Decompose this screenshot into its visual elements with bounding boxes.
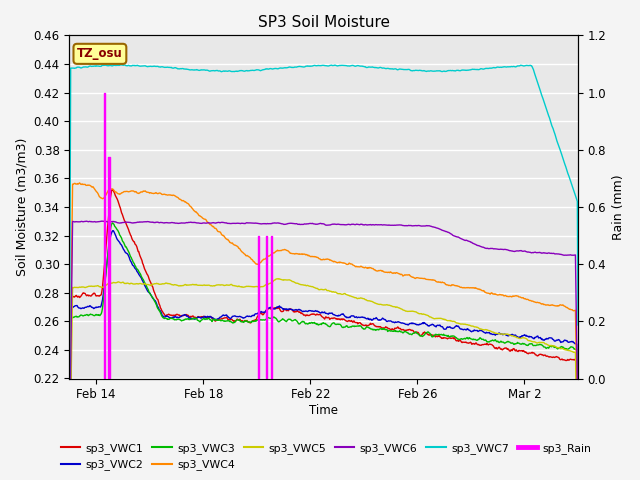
- sp3_VWC1: [362, 323, 369, 328]
- sp3_VWC1: [97, 292, 104, 298]
- sp3_VWC6: [574, 427, 582, 433]
- sp3_VWC5: [390, 304, 398, 310]
- sp3_VWC5: [275, 276, 282, 282]
- sp3_VWC3: [452, 335, 460, 340]
- sp3_VWC2: [452, 324, 460, 329]
- sp3_VWC4: [97, 195, 105, 201]
- sp3_VWC4: [76, 180, 83, 186]
- sp3_VWC6: [362, 222, 369, 228]
- sp3_VWC6: [97, 218, 104, 224]
- sp3_VWC7: [97, 63, 104, 69]
- sp3_VWC6: [65, 454, 73, 460]
- sp3_VWC3: [97, 312, 104, 317]
- sp3_VWC7: [362, 64, 369, 70]
- sp3_VWC5: [504, 331, 512, 337]
- sp3_VWC6: [390, 222, 398, 228]
- sp3_VWC3: [109, 220, 116, 226]
- sp3_VWC2: [390, 320, 398, 325]
- Y-axis label: Rain (mm): Rain (mm): [612, 174, 625, 240]
- Line: sp3_VWC2: sp3_VWC2: [69, 231, 578, 480]
- Legend: sp3_VWC1, sp3_VWC2, sp3_VWC3, sp3_VWC4, sp3_VWC5, sp3_VWC6, sp3_VWC7, sp3_Rain: sp3_VWC1, sp3_VWC2, sp3_VWC3, sp3_VWC4, …: [56, 439, 596, 475]
- Line: sp3_VWC7: sp3_VWC7: [69, 65, 578, 381]
- sp3_VWC5: [452, 320, 460, 325]
- sp3_VWC6: [504, 247, 512, 253]
- sp3_VWC4: [362, 264, 369, 270]
- sp3_VWC7: [390, 66, 398, 72]
- Line: sp3_VWC4: sp3_VWC4: [69, 183, 578, 464]
- sp3_VWC4: [504, 294, 512, 300]
- sp3_VWC6: [452, 234, 460, 240]
- sp3_VWC7: [452, 68, 460, 73]
- sp3_VWC5: [375, 301, 383, 307]
- sp3_VWC1: [108, 187, 116, 192]
- sp3_VWC6: [375, 222, 383, 228]
- sp3_VWC5: [97, 284, 104, 290]
- sp3_VWC3: [362, 326, 369, 332]
- Text: TZ_osu: TZ_osu: [77, 48, 123, 60]
- sp3_VWC1: [390, 327, 398, 333]
- sp3_VWC1: [504, 346, 512, 352]
- sp3_VWC6: [98, 218, 106, 224]
- sp3_VWC4: [390, 270, 398, 276]
- sp3_VWC7: [65, 378, 73, 384]
- sp3_VWC4: [65, 435, 73, 441]
- Line: sp3_VWC1: sp3_VWC1: [69, 190, 578, 480]
- sp3_VWC2: [375, 317, 383, 323]
- Title: SP3 Soil Moisture: SP3 Soil Moisture: [258, 15, 390, 30]
- sp3_VWC3: [375, 327, 383, 333]
- sp3_VWC4: [452, 283, 460, 288]
- sp3_VWC4: [375, 268, 383, 274]
- sp3_VWC3: [574, 461, 582, 467]
- sp3_VWC2: [362, 315, 369, 321]
- sp3_VWC3: [504, 338, 512, 344]
- X-axis label: Time: Time: [309, 404, 338, 417]
- sp3_VWC1: [574, 469, 582, 475]
- sp3_VWC3: [390, 328, 398, 334]
- Line: sp3_VWC6: sp3_VWC6: [69, 221, 578, 457]
- sp3_VWC1: [452, 337, 460, 343]
- Y-axis label: Soil Moisture (m3/m3): Soil Moisture (m3/m3): [15, 138, 28, 276]
- Line: sp3_VWC5: sp3_VWC5: [69, 279, 578, 480]
- sp3_VWC2: [504, 333, 512, 338]
- Line: sp3_VWC3: sp3_VWC3: [69, 223, 578, 480]
- sp3_VWC7: [117, 62, 125, 68]
- sp3_VWC1: [375, 324, 383, 329]
- sp3_VWC7: [504, 64, 512, 70]
- sp3_VWC5: [362, 297, 369, 302]
- sp3_VWC2: [97, 304, 104, 310]
- sp3_VWC2: [574, 457, 582, 463]
- sp3_VWC2: [109, 228, 117, 234]
- sp3_VWC7: [574, 322, 582, 328]
- sp3_VWC7: [375, 65, 383, 71]
- sp3_VWC4: [574, 461, 582, 467]
